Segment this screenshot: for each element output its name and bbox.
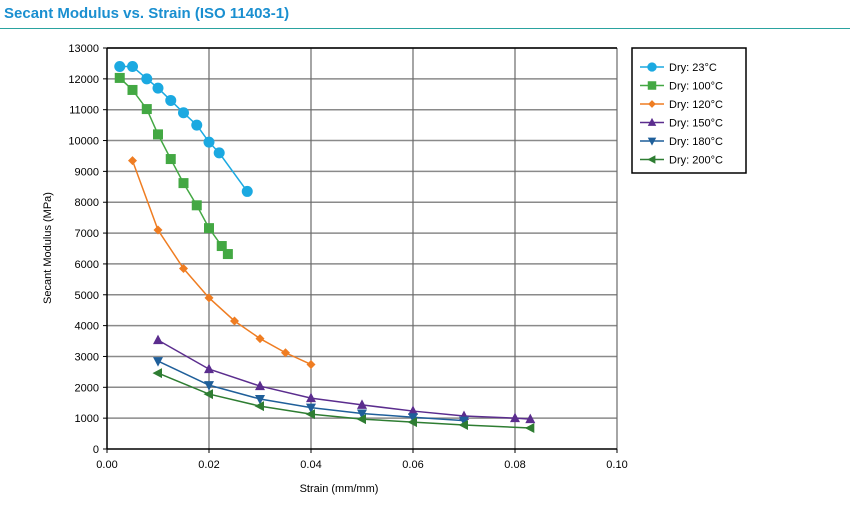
data-point bbox=[203, 136, 215, 148]
data-point bbox=[141, 73, 153, 85]
data-point bbox=[459, 416, 469, 427]
data-point bbox=[216, 241, 227, 252]
y-tick-label: 12000 bbox=[68, 74, 99, 86]
y-tick-label: 10000 bbox=[68, 136, 99, 148]
x-axis-label: Strain (mm/mm) bbox=[300, 483, 379, 495]
data-point bbox=[356, 414, 366, 425]
data-point bbox=[114, 61, 126, 73]
y-tick-label: 13000 bbox=[68, 43, 99, 55]
y-tick-label: 0 bbox=[93, 444, 99, 456]
data-point bbox=[153, 334, 163, 345]
legend-entry: Dry: 23°C bbox=[669, 62, 717, 74]
legend-marker bbox=[647, 117, 657, 126]
y-tick-label: 7000 bbox=[75, 228, 99, 240]
data-point bbox=[127, 84, 138, 95]
data-point bbox=[213, 147, 225, 159]
data-point bbox=[222, 249, 233, 260]
x-tick-label: 0.10 bbox=[606, 459, 627, 471]
data-point bbox=[152, 82, 164, 94]
legend-entry: Dry: 100°C bbox=[669, 81, 723, 93]
data-point bbox=[408, 413, 418, 423]
data-point bbox=[179, 264, 188, 274]
data-point bbox=[254, 401, 264, 412]
x-tick-label: 0.06 bbox=[402, 459, 423, 471]
data-point bbox=[153, 357, 163, 367]
data-point bbox=[241, 185, 253, 197]
y-tick-label: 11000 bbox=[69, 105, 99, 117]
data-point bbox=[153, 129, 163, 140]
data-point bbox=[165, 94, 177, 106]
data-point bbox=[255, 334, 265, 344]
legend-marker bbox=[648, 100, 656, 108]
legend-marker bbox=[647, 62, 657, 72]
data-point bbox=[357, 399, 367, 409]
legend-entry: Dry: 180°C bbox=[669, 136, 723, 148]
x-tick-label: 0.02 bbox=[198, 459, 219, 471]
data-point bbox=[255, 395, 265, 405]
y-tick-label: 5000 bbox=[75, 290, 99, 302]
x-tick-label: 0.04 bbox=[300, 459, 321, 471]
y-tick-label: 9000 bbox=[75, 166, 99, 178]
series-line bbox=[131, 160, 312, 366]
page-title: Secant Modulus vs. Strain (ISO 11403-1) bbox=[4, 5, 290, 22]
data-point bbox=[255, 380, 265, 391]
data-point bbox=[203, 389, 213, 400]
y-tick-label: 1000 bbox=[75, 413, 99, 425]
data-point bbox=[458, 419, 468, 430]
data-point bbox=[408, 405, 418, 416]
data-point bbox=[524, 423, 535, 434]
y-tick-label: 4000 bbox=[75, 321, 99, 333]
data-point bbox=[141, 104, 152, 115]
data-point bbox=[153, 225, 163, 235]
data-point bbox=[230, 316, 239, 326]
data-point bbox=[510, 412, 520, 423]
series-line bbox=[157, 339, 531, 420]
data-point bbox=[306, 403, 316, 414]
data-point bbox=[178, 107, 189, 119]
legend-marker bbox=[647, 137, 657, 146]
data-point bbox=[204, 293, 214, 303]
legend-marker bbox=[647, 155, 656, 164]
data-point bbox=[114, 72, 125, 83]
legend-marker bbox=[647, 81, 657, 90]
x-tick-label: 0.00 bbox=[96, 459, 117, 471]
series-line bbox=[119, 65, 248, 192]
data-point bbox=[178, 178, 189, 189]
data-point bbox=[204, 381, 214, 391]
data-point bbox=[152, 368, 162, 379]
y-tick-label: 2000 bbox=[75, 382, 99, 394]
data-point bbox=[525, 413, 536, 424]
x-tick-label: 0.08 bbox=[504, 459, 525, 471]
y-tick-label: 3000 bbox=[75, 351, 99, 363]
data-point bbox=[306, 359, 316, 369]
legend-entry: Dry: 150°C bbox=[669, 118, 723, 130]
data-point bbox=[128, 156, 137, 166]
series-line bbox=[157, 372, 531, 429]
legend-entry: Dry: 200°C bbox=[669, 155, 723, 167]
data-point bbox=[191, 200, 202, 211]
data-point bbox=[305, 409, 315, 420]
title-divider bbox=[0, 28, 850, 29]
data-point bbox=[281, 348, 290, 358]
data-point bbox=[204, 223, 214, 234]
data-point bbox=[204, 363, 214, 374]
y-axis-label: Secant Modulus (MPa) bbox=[42, 192, 54, 304]
series-line bbox=[119, 77, 229, 255]
data-point bbox=[407, 417, 417, 428]
data-point bbox=[165, 154, 176, 165]
y-tick-label: 8000 bbox=[75, 197, 99, 209]
legend-entry: Dry: 120°C bbox=[669, 99, 723, 111]
y-tick-label: 6000 bbox=[75, 259, 99, 271]
data-point bbox=[357, 409, 367, 420]
data-point bbox=[127, 61, 138, 73]
data-point bbox=[191, 119, 203, 131]
data-point bbox=[306, 392, 316, 403]
